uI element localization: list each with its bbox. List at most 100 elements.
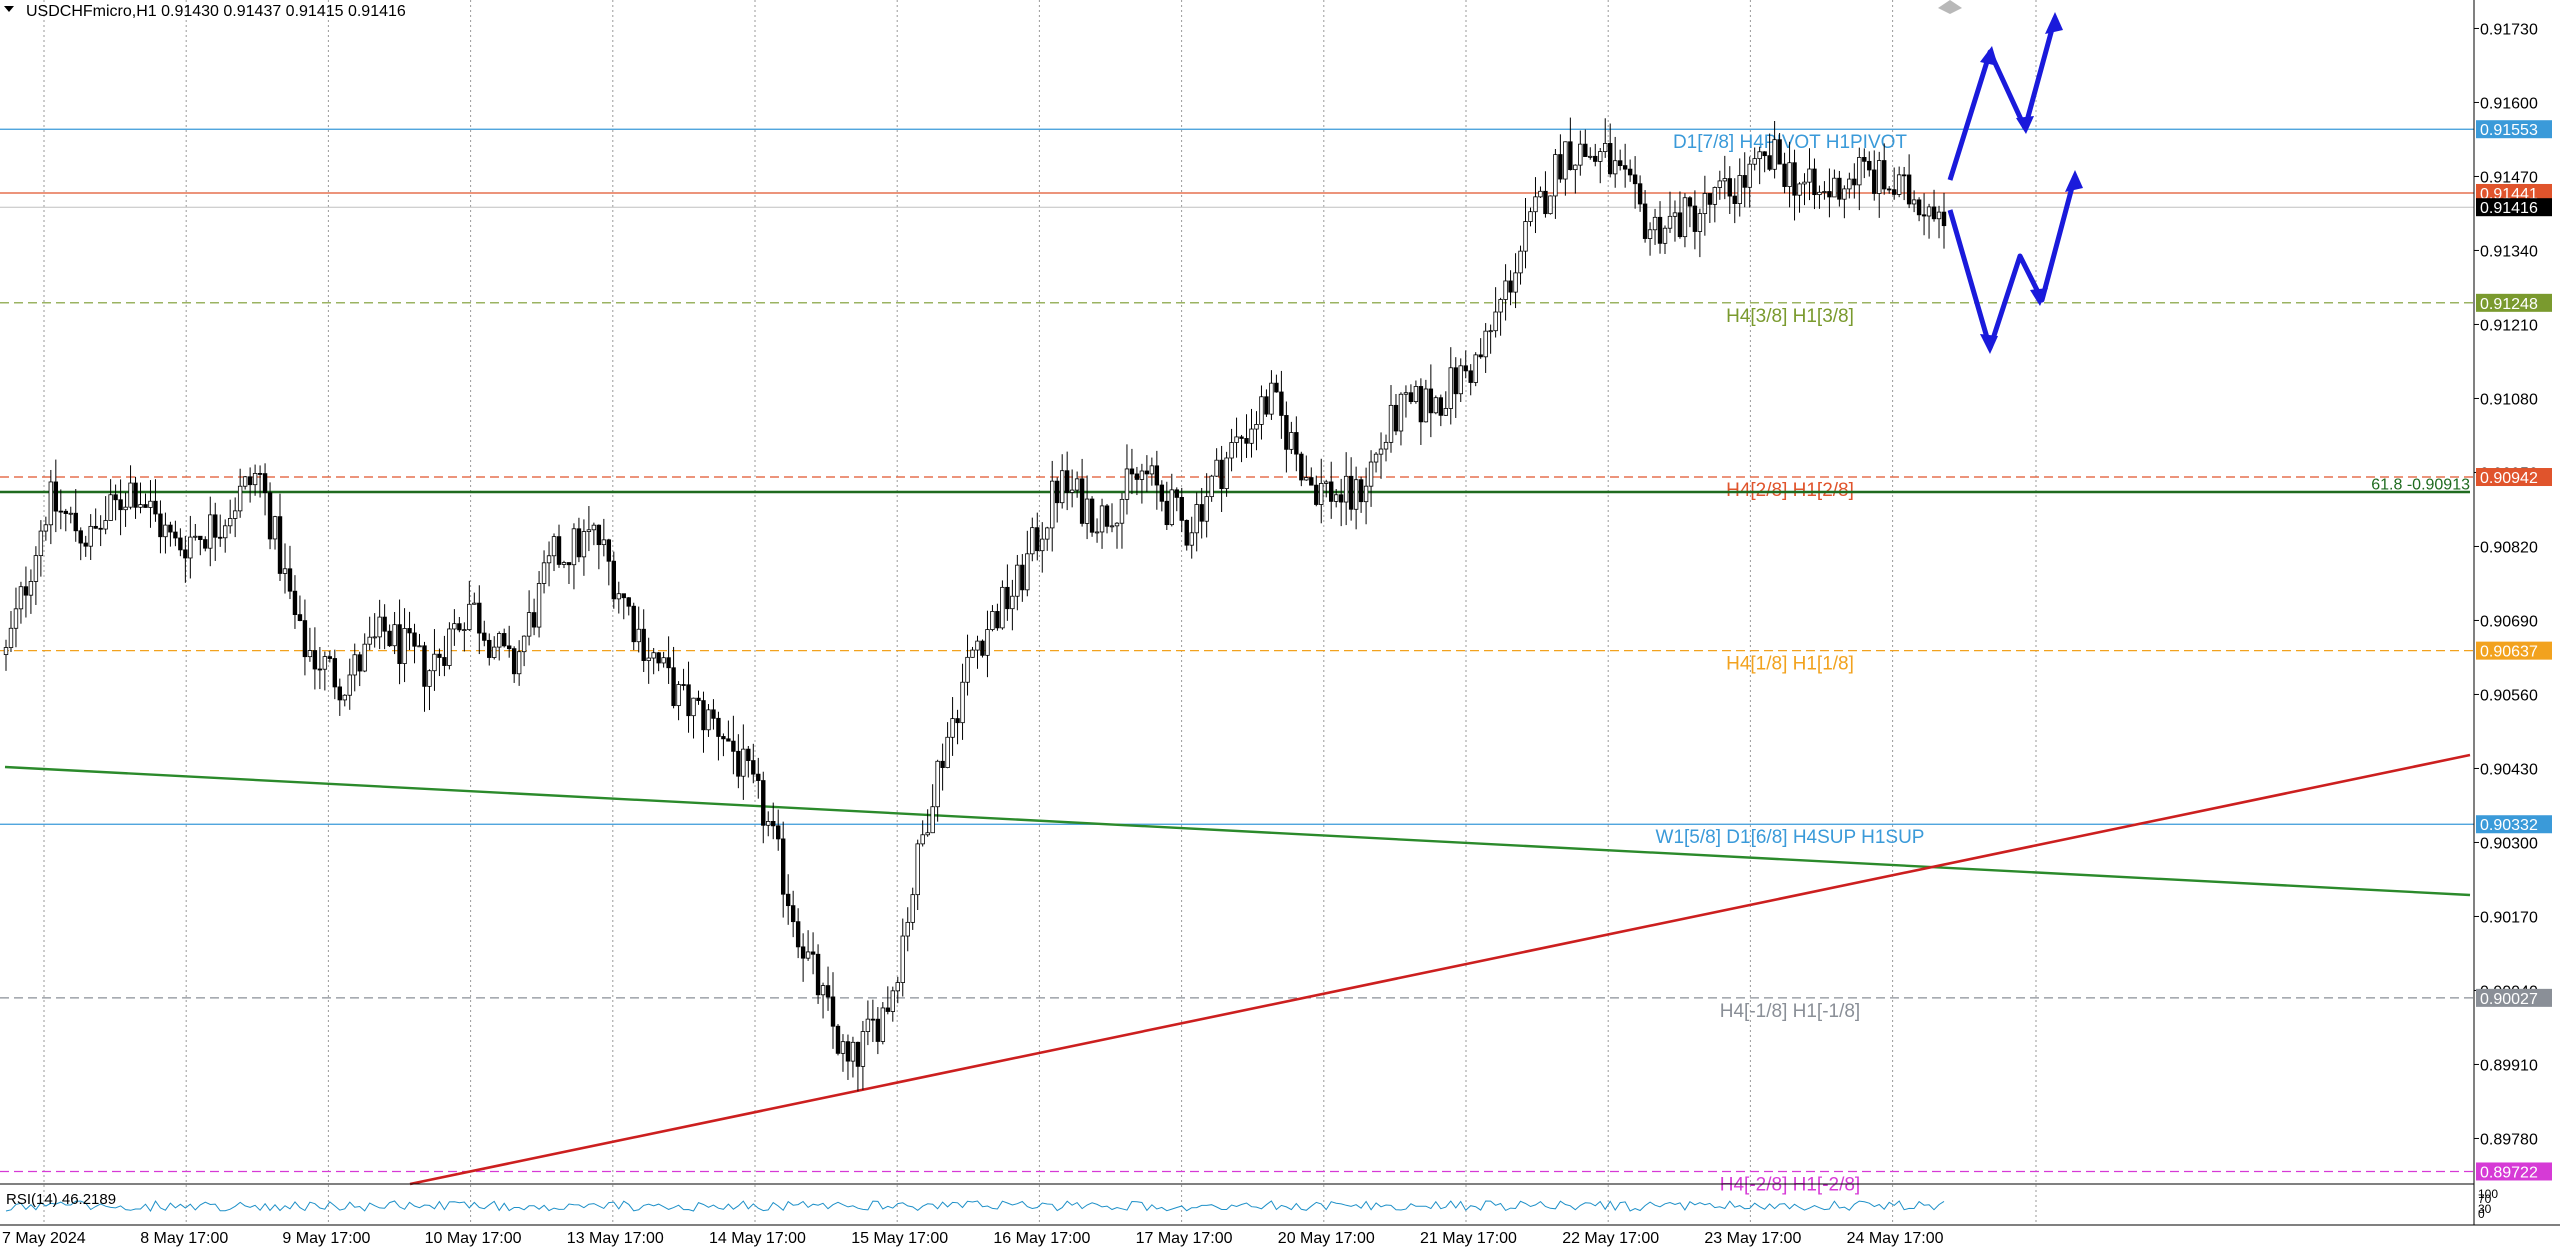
candle-body xyxy=(302,620,308,658)
candle-body xyxy=(1129,468,1135,475)
level-price-tag xyxy=(2476,641,2552,660)
candle-body xyxy=(1697,213,1703,232)
candle-body xyxy=(536,583,542,628)
candle-body xyxy=(1174,489,1179,498)
candle-body xyxy=(317,668,323,671)
price-tick-label: 0.90170 xyxy=(2480,909,2538,926)
price-tick-label: 0.91210 xyxy=(2480,317,2538,334)
candle-body xyxy=(1488,330,1493,333)
candle-body xyxy=(1498,299,1503,313)
candle-body xyxy=(1827,191,1832,198)
candle-body xyxy=(726,738,731,742)
candle-body xyxy=(925,832,930,836)
candle-body xyxy=(1214,459,1219,477)
candle-body xyxy=(1279,391,1284,416)
rsi-pane[interactable]: RSI(14) 46.2189 100 70 30 0 xyxy=(0,1183,2560,1226)
candle-body xyxy=(741,748,746,777)
candle-body xyxy=(1882,160,1887,190)
candle-body xyxy=(23,586,29,596)
candle-body xyxy=(1045,527,1050,540)
candle-body xyxy=(203,539,208,549)
candle-body xyxy=(168,524,173,533)
candle-body xyxy=(1274,382,1279,393)
candle-body xyxy=(88,525,93,547)
candle-body xyxy=(930,806,935,834)
rsi-axis-100: 100 xyxy=(2478,1187,2498,1201)
level-price-tag-text: 0.90942 xyxy=(2480,470,2538,487)
candle-body xyxy=(1194,504,1199,534)
candle-body xyxy=(1433,397,1439,414)
level-price-tag xyxy=(2476,293,2552,312)
candle-body xyxy=(13,608,19,629)
candle-body xyxy=(905,921,910,937)
candle-body xyxy=(975,640,980,651)
candle-body xyxy=(367,636,372,645)
candle-body xyxy=(721,736,726,740)
candle-body xyxy=(1443,408,1448,416)
candle-body xyxy=(337,686,342,701)
candle-body xyxy=(1852,178,1857,186)
candle-body xyxy=(33,555,39,582)
candle-body xyxy=(686,684,691,717)
candle-body xyxy=(611,560,617,600)
candle-body xyxy=(1164,500,1170,526)
candle-body xyxy=(1259,396,1264,425)
candle-body xyxy=(1343,475,1349,503)
candle-body xyxy=(1209,475,1214,498)
rsi-axis-30: 30 xyxy=(2478,1202,2492,1216)
candle-body xyxy=(1314,484,1319,505)
candle-body xyxy=(1707,193,1713,205)
candle-body xyxy=(1722,178,1727,182)
candle-body xyxy=(1299,453,1304,481)
candle-body xyxy=(1896,174,1902,195)
candle-body xyxy=(188,536,193,559)
price-tick-label: 0.91340 xyxy=(2480,243,2538,260)
candle-body xyxy=(287,568,293,592)
candle-body xyxy=(716,717,721,737)
candle-body xyxy=(1413,386,1419,403)
candle-body xyxy=(457,623,462,631)
candle-body xyxy=(840,1041,846,1054)
candle-body xyxy=(970,649,975,658)
level-price-tag xyxy=(2476,988,2552,1007)
candle-body xyxy=(641,628,646,661)
candle-body xyxy=(845,1041,851,1062)
candle-body xyxy=(551,536,557,557)
price-tick-label: 0.90690 xyxy=(2480,613,2538,630)
up-trendline[interactable] xyxy=(409,753,2471,1186)
candle-body xyxy=(1886,188,1892,191)
candle-body xyxy=(1239,436,1244,439)
candle-body xyxy=(1682,197,1688,238)
candle-body xyxy=(257,473,263,475)
down-trendline[interactable] xyxy=(4,765,2471,897)
candle-body xyxy=(1139,470,1145,480)
candle-body xyxy=(531,612,537,628)
candle-body xyxy=(1348,475,1354,510)
candle-body xyxy=(1040,538,1045,552)
candle-body xyxy=(1931,206,1937,220)
chart-grid xyxy=(43,0,2037,1225)
candle-body xyxy=(661,657,666,664)
level-label: H4[3/8] H1[3/8] xyxy=(1726,306,1854,327)
dropdown-triangle-icon[interactable] xyxy=(4,6,14,12)
candle-body xyxy=(1612,160,1618,175)
candle-body xyxy=(108,494,113,521)
candle-body xyxy=(1304,477,1309,481)
price-tick-label: 0.90300 xyxy=(2480,835,2538,852)
candle-body xyxy=(541,562,547,584)
level-price-tag-text: 0.90027 xyxy=(2480,991,2538,1008)
candle-body xyxy=(1154,465,1160,486)
candle-body xyxy=(193,535,198,538)
candle-body xyxy=(1842,188,1847,200)
arrowhead-icon xyxy=(2045,12,2063,34)
candle-body xyxy=(1588,155,1593,158)
candle-body xyxy=(591,524,597,531)
candle-body xyxy=(1035,527,1040,552)
candle-body xyxy=(497,633,502,648)
candle-body xyxy=(1637,183,1643,205)
candle-body xyxy=(920,834,925,845)
candle-body xyxy=(1603,143,1608,152)
candle-body xyxy=(1119,498,1125,524)
candle-body xyxy=(282,568,288,574)
